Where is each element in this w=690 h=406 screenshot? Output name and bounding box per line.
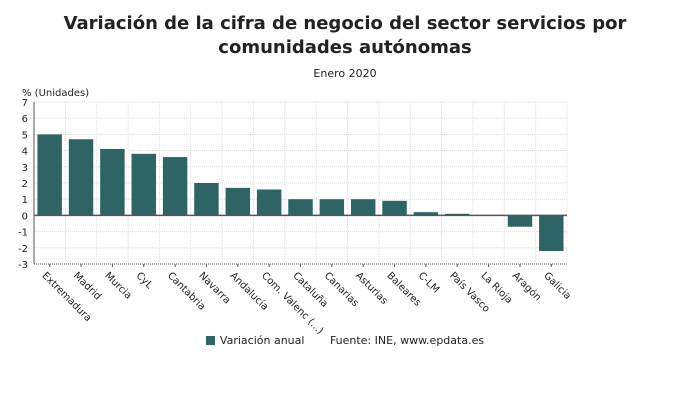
x-tick-label: C-LM bbox=[416, 270, 441, 295]
y-tick-label: -1 bbox=[18, 228, 28, 239]
y-tick-label: 1 bbox=[22, 195, 28, 206]
legend-label: Variación anual bbox=[219, 334, 305, 347]
legend-swatch bbox=[205, 336, 215, 345]
x-tick-label: Galicia bbox=[541, 270, 573, 302]
y-tick-label: 0 bbox=[22, 211, 28, 222]
chart-title: Variación de la cifra de negocio del sec… bbox=[63, 13, 627, 58]
y-tick-label: -2 bbox=[18, 244, 28, 255]
x-tick-label: Murcia bbox=[102, 270, 133, 301]
bar bbox=[288, 199, 313, 216]
bar bbox=[507, 215, 533, 227]
bar bbox=[413, 212, 439, 216]
y-tick-label: 6 bbox=[22, 114, 28, 125]
x-tick-label: CyL bbox=[134, 270, 155, 291]
y-tick-label: 7 bbox=[22, 98, 28, 109]
chart-subtitle: Enero 2020 bbox=[313, 67, 377, 80]
y-axis-label: % (Unidades) bbox=[22, 88, 89, 99]
bar bbox=[100, 148, 125, 216]
y-tick-label: 3 bbox=[22, 163, 28, 174]
bar bbox=[445, 213, 470, 216]
bar bbox=[162, 157, 188, 216]
bar bbox=[194, 183, 219, 216]
y-tick-label: -3 bbox=[18, 260, 28, 271]
x-tick-label: Aragón bbox=[510, 270, 544, 304]
bar bbox=[539, 215, 564, 252]
bar bbox=[37, 134, 62, 216]
bar bbox=[382, 200, 407, 216]
bar bbox=[131, 153, 156, 216]
source-note: Fuente: INE, www.epdata.es bbox=[329, 334, 485, 347]
y-tick-label: 2 bbox=[22, 179, 28, 190]
bar bbox=[68, 139, 94, 216]
y-tick-label: 4 bbox=[22, 147, 28, 158]
bar bbox=[225, 187, 251, 216]
y-tick-label: 5 bbox=[22, 130, 28, 141]
bar bbox=[256, 189, 282, 216]
bar bbox=[350, 199, 376, 216]
bar bbox=[319, 199, 345, 216]
legend: Variación anual Fuente: INE, www.epdata.… bbox=[0, 334, 690, 347]
